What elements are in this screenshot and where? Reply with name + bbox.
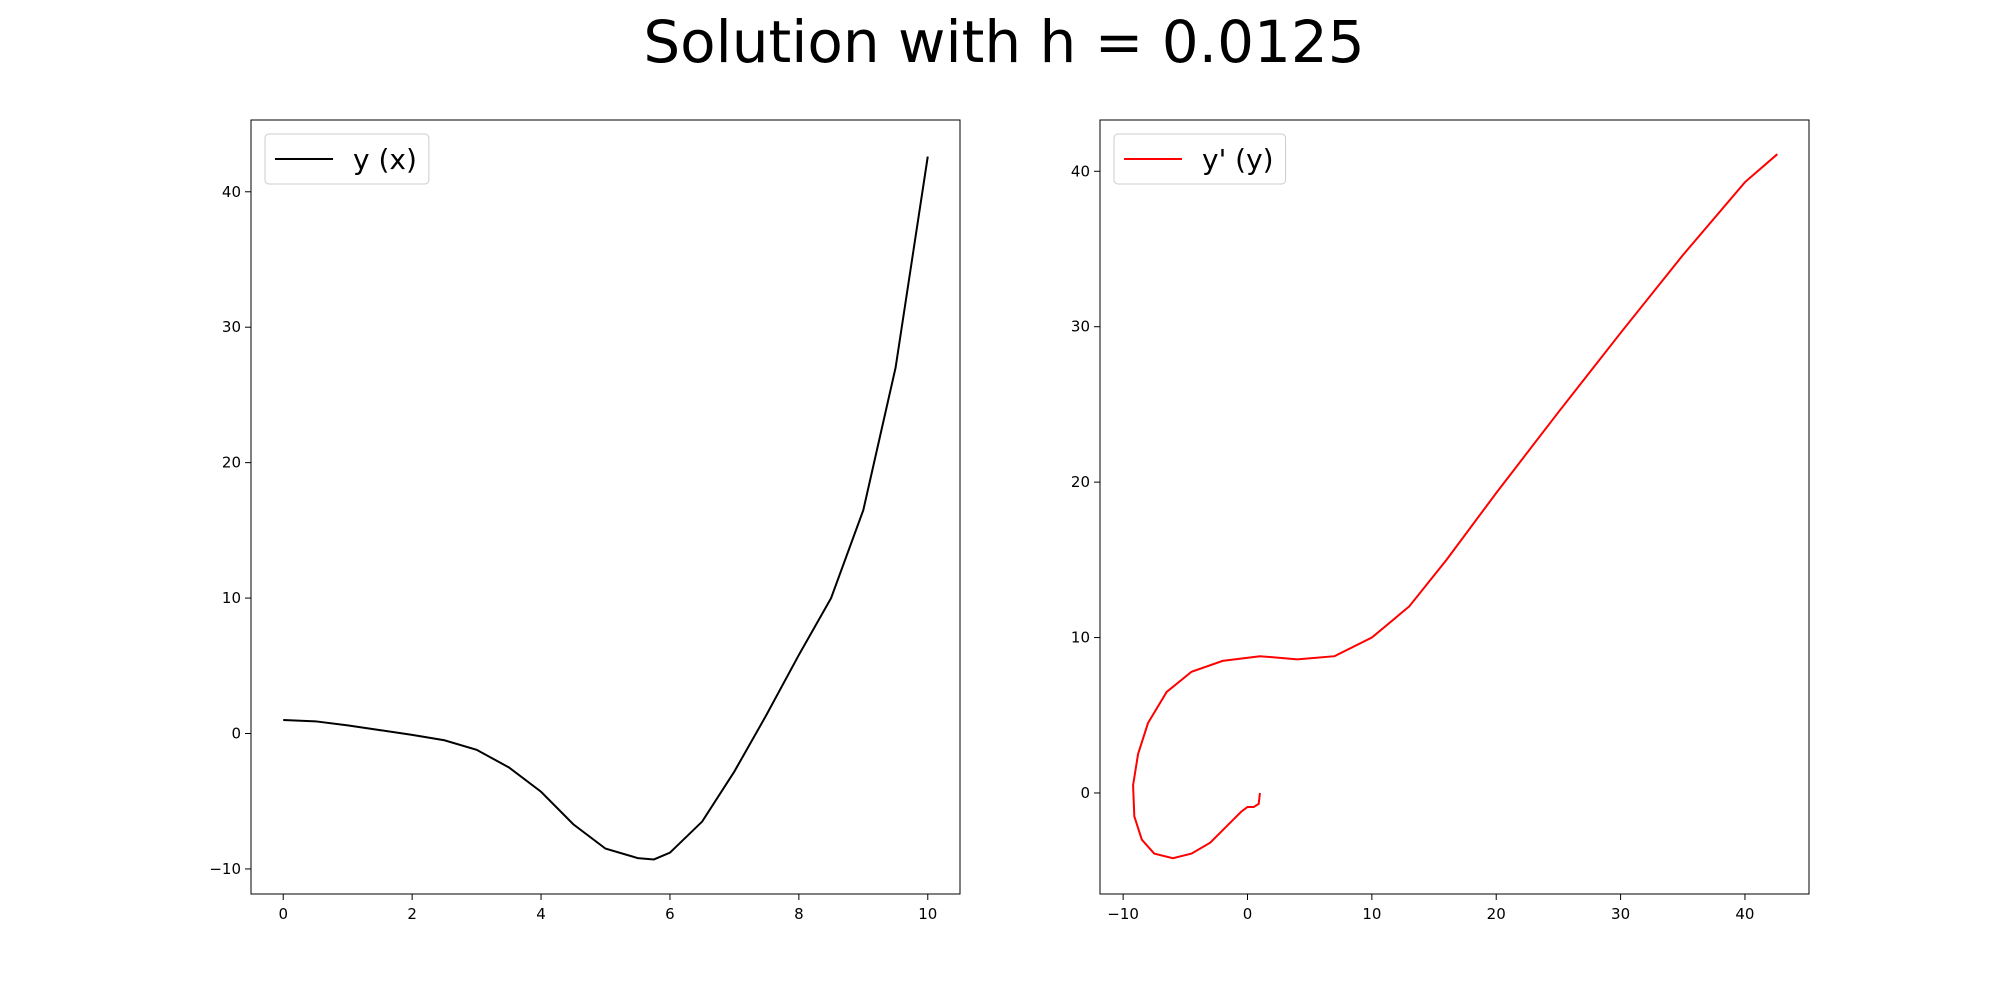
subplot: 0 2 4 6 8 10 −10 0 10 20 30 40 y (x) bbox=[209, 119, 961, 923]
x-tick-label: 10 bbox=[1362, 905, 1381, 923]
y-tick-label: 20 bbox=[222, 454, 241, 472]
x-tick-label: 0 bbox=[1243, 905, 1253, 923]
y-tick-label: 0 bbox=[1080, 784, 1090, 802]
x-tick-label: 6 bbox=[665, 905, 675, 923]
legend: y' (y) bbox=[1113, 133, 1287, 185]
legend-label: y' (y) bbox=[1202, 143, 1274, 176]
axes-frame bbox=[250, 119, 961, 895]
y-tick-label: 0 bbox=[231, 725, 241, 743]
y-tick-label: 40 bbox=[222, 183, 241, 201]
legend-box bbox=[1113, 133, 1287, 185]
y-tick-label: 10 bbox=[1071, 629, 1090, 647]
legend-box bbox=[264, 133, 430, 185]
x-tick-label: 30 bbox=[1611, 905, 1630, 923]
legend: y (x) bbox=[264, 133, 430, 185]
y-tick-label: −10 bbox=[209, 860, 241, 878]
axes-frame bbox=[1099, 119, 1810, 895]
y-tick-label: 40 bbox=[1071, 162, 1090, 180]
subplot: −10 0 10 20 30 40 0 10 20 30 40 y' (y) bbox=[1071, 119, 1810, 923]
x-tick-label: 4 bbox=[536, 905, 546, 923]
figure-title: Solution with h = 0.0125 bbox=[643, 8, 1364, 76]
x-tick-label: 2 bbox=[407, 905, 417, 923]
x-tick-label: 0 bbox=[278, 905, 288, 923]
data-line bbox=[1132, 153, 1778, 860]
x-tick-label: 20 bbox=[1487, 905, 1506, 923]
data-line bbox=[283, 156, 929, 861]
y-tick-label: 10 bbox=[222, 589, 241, 607]
y-tick-label: 20 bbox=[1071, 473, 1090, 491]
x-tick-label: 10 bbox=[918, 905, 937, 923]
y-tick-label: 30 bbox=[222, 318, 241, 336]
x-tick-label: −10 bbox=[1107, 905, 1139, 923]
x-tick-label: 40 bbox=[1735, 905, 1754, 923]
x-tick-label: 8 bbox=[794, 905, 804, 923]
y-tick-label: 30 bbox=[1071, 318, 1090, 336]
legend-label: y (x) bbox=[353, 143, 417, 176]
